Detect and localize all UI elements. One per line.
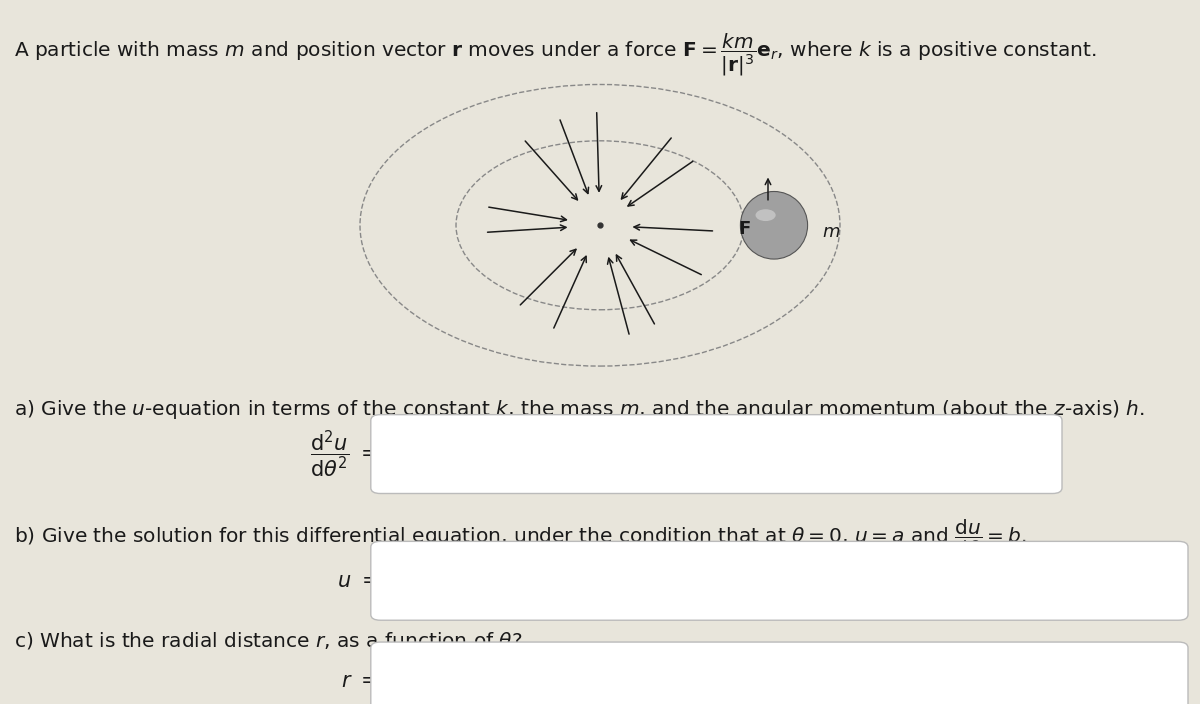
Text: $r\ = $: $r\ = $ <box>341 672 378 691</box>
Text: b) Give the solution for this differential equation, under the condition that at: b) Give the solution for this differenti… <box>14 517 1027 558</box>
Text: A particle with mass $m$ and position vector $\mathbf{r}$ moves under a force $\: A particle with mass $m$ and position ve… <box>14 32 1097 78</box>
Ellipse shape <box>756 209 775 221</box>
FancyBboxPatch shape <box>371 541 1188 620</box>
FancyBboxPatch shape <box>371 415 1062 494</box>
FancyBboxPatch shape <box>371 642 1188 704</box>
Text: $\mathbf{F}$: $\mathbf{F}$ <box>738 220 751 238</box>
Ellipse shape <box>740 191 808 259</box>
Text: a) Give the $u$-equation in terms of the constant $k$, the mass $m$, and the ang: a) Give the $u$-equation in terms of the… <box>14 398 1145 421</box>
Text: $u\ = $: $u\ = $ <box>336 571 378 591</box>
Text: $m$: $m$ <box>822 223 840 241</box>
Text: c) What is the radial distance $r$, as a function of $\theta$?: c) What is the radial distance $r$, as a… <box>14 630 523 651</box>
Text: $\dfrac{\mathrm{d}^2u}{\mathrm{d}\theta^2}\ = $: $\dfrac{\mathrm{d}^2u}{\mathrm{d}\theta^… <box>310 429 378 479</box>
